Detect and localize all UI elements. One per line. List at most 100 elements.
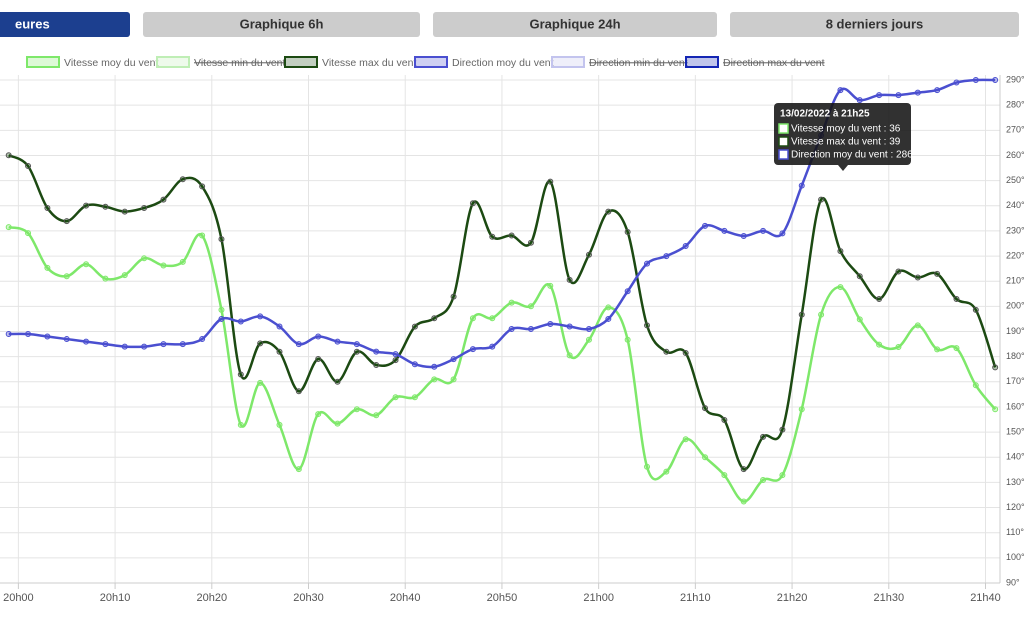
x-tick-label: 21h10 [680, 592, 711, 604]
data-point [44, 204, 51, 211]
data-point [489, 343, 496, 350]
data-point [431, 315, 438, 322]
data-point [508, 326, 515, 332]
legend-swatch[interactable] [414, 56, 448, 68]
tooltip-swatch [778, 136, 789, 147]
legend-label[interactable]: Direction moy du vent [452, 57, 554, 69]
data-point [489, 233, 496, 240]
data-point [295, 388, 302, 395]
tab-label[interactable]: Graphique 6h [240, 16, 324, 31]
data-point [121, 272, 128, 279]
tab-button[interactable] [143, 12, 420, 37]
y2-tick-label: 270° [1006, 125, 1024, 135]
data-point [431, 363, 438, 370]
data-point [44, 333, 51, 340]
data-point [934, 87, 941, 94]
data-point [527, 303, 534, 310]
x-tick-label: 21h40 [970, 592, 1001, 604]
data-point [837, 87, 844, 94]
data-point [721, 472, 728, 479]
data-point [450, 376, 457, 383]
legend-swatch[interactable] [284, 56, 318, 68]
data-point [315, 411, 322, 418]
x-tick-label: 21h30 [873, 592, 904, 604]
data-point [953, 296, 960, 303]
data-point [663, 468, 670, 475]
y2-tick-label: 220° [1006, 250, 1024, 260]
tab-label[interactable]: 8 derniers jours [826, 16, 924, 31]
data-point [972, 77, 979, 84]
y2-tick-label: 100° [1006, 552, 1024, 562]
data-point [489, 315, 496, 322]
tab-button[interactable] [433, 12, 717, 37]
data-point [160, 341, 167, 348]
legend-swatch[interactable] [156, 56, 190, 68]
y2-tick-label: 90° [1006, 577, 1020, 587]
data-point [25, 230, 32, 237]
data-point [702, 454, 709, 461]
data-point [856, 316, 863, 323]
legend-label[interactable]: Vitesse moy du vent [64, 57, 158, 69]
data-point [992, 77, 999, 84]
data-point [760, 227, 767, 234]
data-point [934, 346, 941, 353]
data-point [914, 89, 921, 96]
data-point [257, 379, 264, 386]
tab-label[interactable]: Graphique 24h [529, 16, 620, 31]
data-point [953, 79, 960, 86]
data-point [5, 224, 12, 231]
data-point [972, 306, 979, 313]
x-tick-label: 20h10 [100, 592, 131, 604]
data-point [353, 341, 360, 348]
y2-tick-label: 230° [1006, 225, 1024, 235]
y2-tick-label: 160° [1006, 401, 1024, 411]
legend-swatch[interactable] [26, 56, 60, 68]
data-point [373, 348, 380, 355]
data-point [83, 202, 90, 209]
data-point [179, 176, 186, 183]
legend-swatch[interactable] [685, 56, 719, 68]
data-point [566, 352, 573, 359]
data-point [411, 394, 418, 401]
data-point [876, 92, 883, 99]
data-point [276, 323, 283, 330]
data-point [663, 348, 670, 355]
data-point [605, 304, 612, 311]
legend-label[interactable]: Direction min du vent [589, 57, 688, 69]
data-point [779, 426, 786, 433]
data-point [257, 313, 264, 320]
data-point [876, 341, 883, 348]
data-point [199, 183, 206, 190]
legend-label[interactable]: Vitesse min du vent [194, 57, 286, 69]
x-tick-label: 20h40 [390, 592, 421, 604]
data-point [972, 382, 979, 389]
data-point [876, 296, 883, 303]
data-point [218, 315, 225, 322]
data-point [837, 248, 844, 255]
data-point [373, 361, 380, 368]
data-point [682, 436, 689, 443]
data-point [721, 227, 728, 234]
data-point [411, 323, 418, 330]
data-point [450, 356, 457, 363]
data-point [334, 420, 341, 427]
data-point [218, 306, 225, 313]
data-point [760, 476, 767, 483]
tab-button[interactable] [0, 12, 130, 37]
data-point [644, 463, 651, 470]
y2-tick-label: 290° [1006, 74, 1024, 84]
data-point [527, 326, 534, 332]
data-point [702, 405, 709, 412]
tab-button[interactable] [730, 12, 1019, 37]
data-point [547, 178, 554, 185]
data-point [624, 288, 631, 295]
legend-swatch[interactable] [551, 56, 585, 68]
tab-label[interactable]: eures [15, 16, 50, 31]
legend-label[interactable]: Vitesse max du vent [322, 57, 416, 69]
data-point [295, 466, 302, 473]
legend-label[interactable]: Direction max du vent [723, 57, 825, 69]
data-point [237, 421, 244, 428]
data-point [508, 232, 515, 239]
data-point [102, 275, 109, 282]
